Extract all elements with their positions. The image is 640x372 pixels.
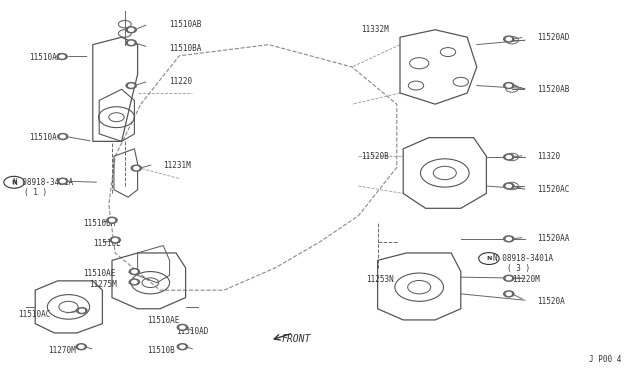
Text: 11520A: 11520A [538,297,565,306]
Circle shape [126,83,136,89]
Circle shape [134,167,139,170]
Text: 11510AB: 11510AB [170,20,202,29]
Circle shape [58,134,68,140]
Text: 11270M: 11270M [48,346,76,355]
Circle shape [504,83,514,89]
Text: 11520AC: 11520AC [538,185,570,194]
Text: 11510AD: 11510AD [176,327,209,336]
Text: 11520AB: 11520AB [538,85,570,94]
Circle shape [107,217,117,223]
Text: J P00 4: J P00 4 [589,355,621,364]
Circle shape [126,40,136,46]
Text: 11510AA: 11510AA [29,53,61,62]
Circle shape [129,269,140,275]
Circle shape [76,344,86,350]
Circle shape [180,345,185,348]
Circle shape [506,237,511,240]
Circle shape [79,309,84,312]
Circle shape [131,165,141,171]
Text: N: N [12,180,17,185]
Text: N: N [486,256,492,261]
Circle shape [506,277,511,280]
Circle shape [60,55,65,58]
Circle shape [504,275,514,281]
Text: N 08918-3421A: N 08918-3421A [13,178,73,187]
Circle shape [79,345,84,348]
Circle shape [506,185,511,187]
Text: 11510A: 11510A [29,133,56,142]
Text: 11510AC: 11510AC [18,310,51,319]
Text: ( 3 ): ( 3 ) [507,264,530,273]
Text: N 08918-3401A: N 08918-3401A [493,254,553,263]
Text: 11220: 11220 [170,77,193,86]
Text: 11320: 11320 [538,152,561,161]
Circle shape [132,280,137,283]
Text: 11510BA: 11510BA [83,219,116,228]
Text: 11231M: 11231M [163,161,191,170]
Circle shape [504,236,514,242]
Circle shape [177,344,188,350]
Circle shape [129,28,134,31]
Text: 11510AE: 11510AE [83,269,116,278]
Text: 11520B: 11520B [362,152,389,161]
Text: ( 1 ): ( 1 ) [24,188,47,197]
Circle shape [506,292,511,295]
Text: 11275M: 11275M [90,280,117,289]
Text: 11520AA: 11520AA [538,234,570,243]
Text: 11510E: 11510E [93,239,120,248]
Text: 11510BA: 11510BA [170,44,202,53]
Circle shape [180,326,185,329]
Circle shape [129,84,134,87]
Circle shape [57,54,67,60]
Text: 11510AE: 11510AE [147,316,180,325]
Circle shape [58,178,68,184]
Text: 11220M: 11220M [512,275,540,284]
Circle shape [77,308,87,314]
Circle shape [506,84,511,87]
Circle shape [129,41,134,44]
Circle shape [504,36,514,42]
Circle shape [504,154,514,160]
Circle shape [60,135,65,138]
Circle shape [109,219,115,222]
Circle shape [506,38,511,41]
Circle shape [110,237,120,243]
Text: 11520AD: 11520AD [538,33,570,42]
Circle shape [113,238,118,241]
Circle shape [129,279,140,285]
Circle shape [177,324,188,330]
Text: 11510B: 11510B [147,346,175,355]
Circle shape [504,291,514,297]
Circle shape [506,155,511,158]
Text: FRONT: FRONT [282,334,311,343]
Text: 11332M: 11332M [362,25,389,34]
Circle shape [126,27,136,33]
Text: 11253N: 11253N [366,275,394,284]
Circle shape [132,270,137,273]
Circle shape [504,183,514,189]
Circle shape [60,180,65,183]
